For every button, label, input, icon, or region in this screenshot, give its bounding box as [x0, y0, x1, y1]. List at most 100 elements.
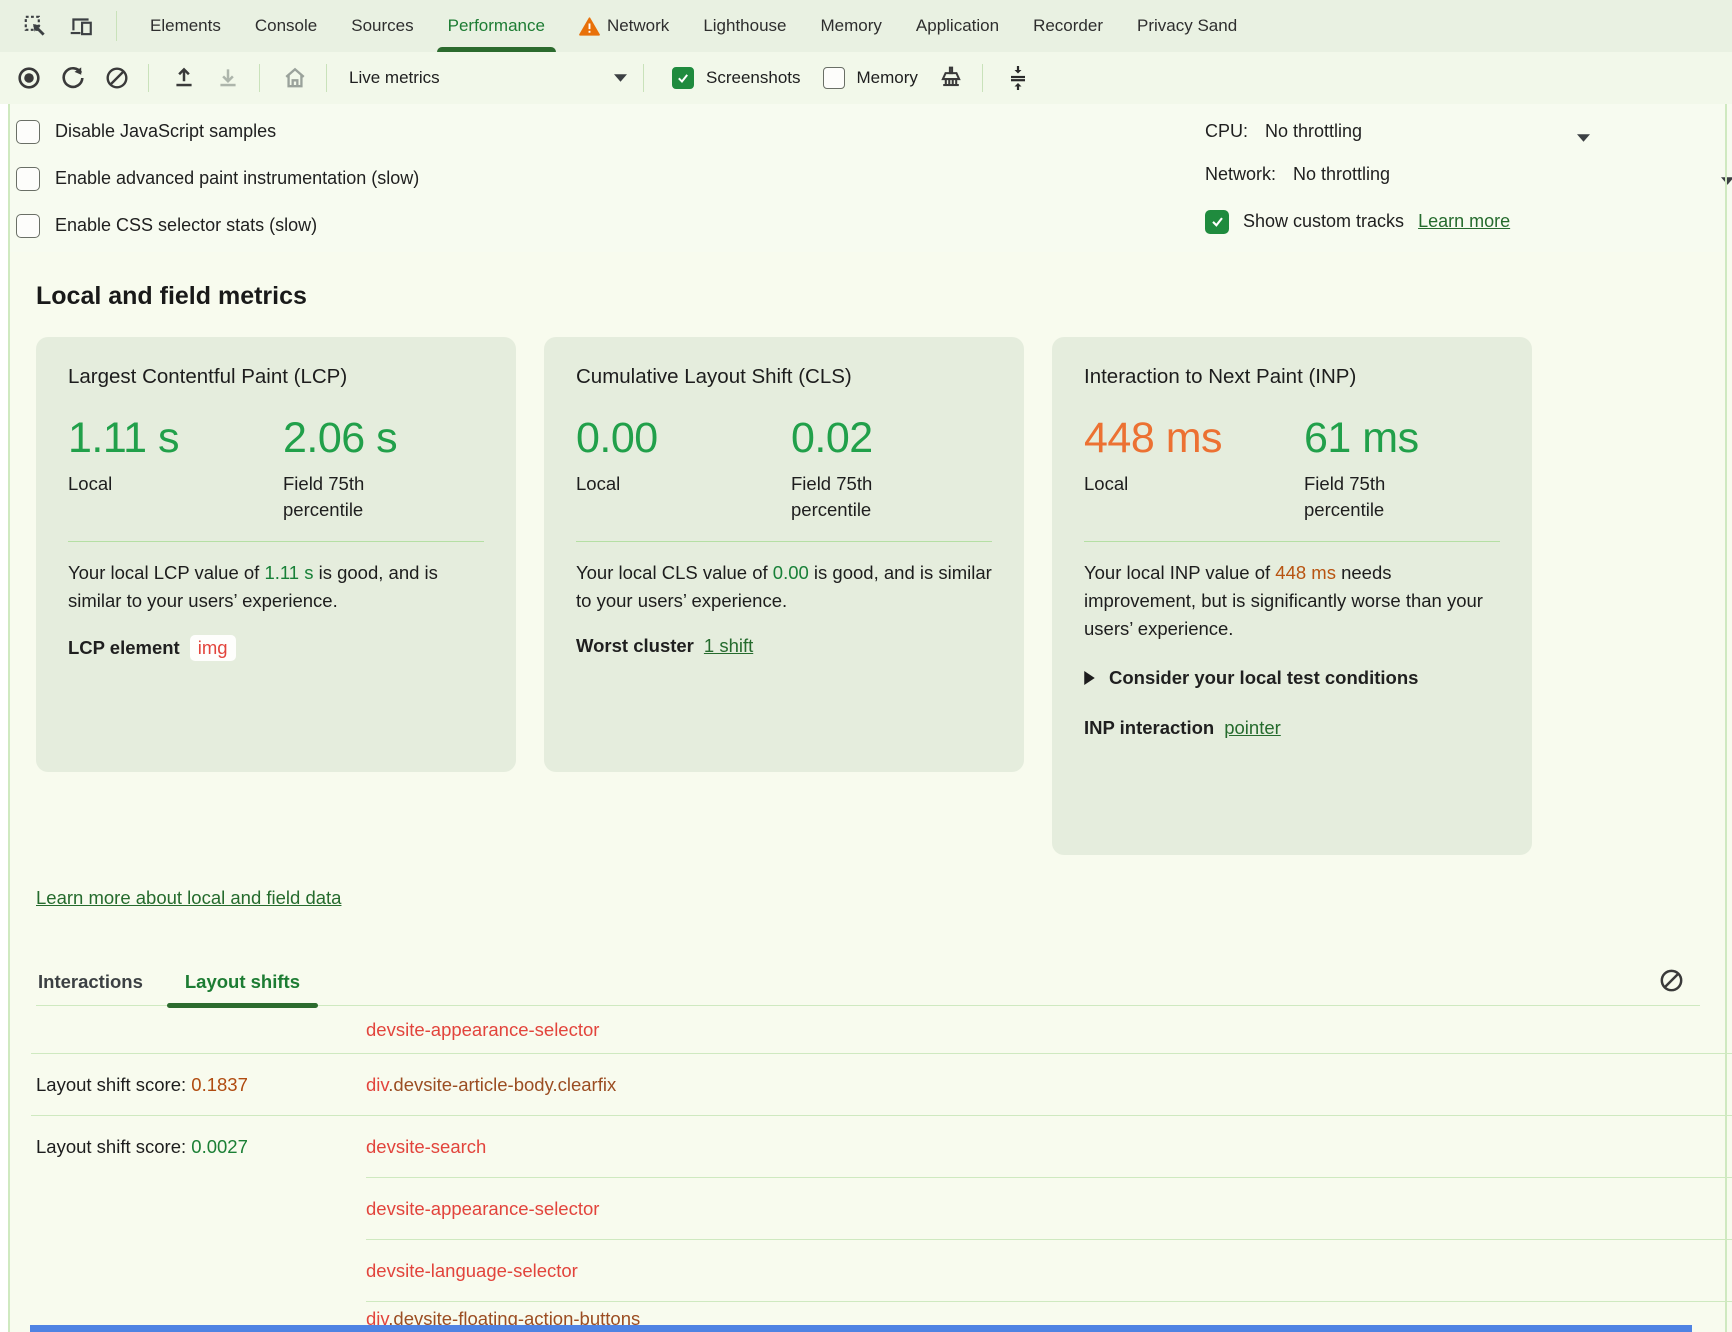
history-dropdown[interactable]: Live metrics: [349, 68, 627, 88]
element-link[interactable]: devsite-search: [366, 1136, 487, 1157]
card-title: Cumulative Layout Shift (CLS): [576, 365, 852, 388]
inp-interaction-link[interactable]: pointer: [1224, 717, 1281, 738]
devtools-tabbar: Elements Console Sources Performance Net…: [0, 0, 1732, 53]
clear-icon[interactable]: [102, 63, 132, 93]
layout-shift-row: div.devsite-floating-action-buttons: [36, 1302, 1732, 1332]
layout-shift-row: Layout shift score: 0.1837 div.devsite-a…: [31, 1054, 1732, 1116]
divider: [259, 64, 260, 92]
cpu-throttling-row: CPU: No throttling: [1205, 108, 1732, 155]
lcp-field-value: 2.06 s: [283, 414, 398, 462]
network-throttling-row: Network: No throttling: [1205, 151, 1732, 198]
inp-description: Your local INP value of 448 ms needs imp…: [1084, 562, 1483, 639]
collapse-sections-icon[interactable]: [1003, 63, 1033, 93]
tab-sources[interactable]: Sources: [351, 16, 414, 35]
check-icon: [1211, 217, 1223, 227]
element-link[interactable]: div.devsite-floating-action-buttons: [366, 1308, 641, 1329]
panel-tabs: Elements Console Sources Performance Net…: [133, 0, 1254, 52]
custom-tracks-learn-more-link[interactable]: Learn more: [1418, 211, 1511, 231]
tab-network[interactable]: Network: [562, 0, 686, 52]
divider: [981, 64, 983, 92]
panel-right-border: [1725, 104, 1727, 1332]
tab-console[interactable]: Console: [254, 16, 318, 35]
local-test-conditions-disclosure[interactable]: Consider your local test conditions: [1084, 667, 1500, 689]
worst-cluster-link[interactable]: 1 shift: [703, 635, 754, 656]
panel-left-border: [8, 104, 10, 1332]
divider: [326, 64, 327, 92]
inp-local-value: 448 ms: [1084, 414, 1223, 462]
tab-interactions[interactable]: Interactions: [38, 971, 143, 992]
cpu-throttling-select[interactable]: No throttling: [1265, 121, 1363, 141]
advanced-paint-checkbox[interactable]: [16, 166, 40, 191]
events-log: Interactions Layout shifts devsite-appea…: [31, 959, 1732, 1332]
tab-layout-shifts[interactable]: Layout shifts: [166, 959, 319, 1008]
tab-memory[interactable]: Memory: [820, 16, 882, 35]
check-icon: [678, 74, 688, 83]
cls-local-value: 0.00: [576, 414, 658, 462]
inp-field-value: 61 ms: [1304, 414, 1419, 462]
inspect-element-icon[interactable]: [20, 11, 50, 41]
layout-shift-row: Layout shift score: 0.0027 devsite-searc…: [36, 1116, 1732, 1178]
network-throttling-select[interactable]: No throttling: [1293, 164, 1391, 184]
warning-icon: [579, 16, 600, 36]
capture-settings: Disable JavaScript samples Enable advanc…: [0, 104, 1732, 253]
layout-shift-score: 0.1837: [191, 1074, 248, 1095]
log-tabs: Interactions Layout shifts: [36, 959, 1700, 1008]
screenshots-checkbox[interactable]: [672, 67, 694, 89]
divider: [116, 11, 117, 41]
setting-disable-js-samples: Disable JavaScript samples: [16, 108, 419, 155]
tab-recorder[interactable]: Recorder: [1033, 16, 1103, 35]
setting-advanced-paint: Enable advanced paint instrumentation (s…: [16, 155, 419, 202]
lcp-local-value: 1.11 s: [68, 414, 179, 462]
screenshots-toggle: Screenshots: [672, 67, 801, 89]
home-icon[interactable]: [280, 63, 310, 93]
element-link[interactable]: devsite-appearance-selector: [366, 1198, 600, 1219]
performance-toolbar: Live metrics Screenshots Memory: [0, 52, 1732, 105]
record-icon[interactable]: [14, 63, 44, 93]
disclosure-triangle-icon: [1084, 671, 1095, 685]
show-custom-tracks-checkbox[interactable]: [1205, 209, 1229, 234]
chevron-down-icon[interactable]: [1577, 126, 1590, 147]
lcp-element-link[interactable]: img: [189, 635, 236, 661]
tab-performance[interactable]: Performance: [431, 0, 562, 52]
setting-css-selector-stats: Enable CSS selector stats (slow): [16, 202, 419, 249]
show-custom-tracks-row: Show custom tracks Learn more: [1205, 198, 1732, 245]
live-metrics-view: Local and field metrics Largest Contentf…: [0, 252, 1732, 1332]
divider: [148, 64, 149, 92]
download-profile-icon[interactable]: [213, 63, 243, 93]
lcp-description: Your local LCP value of 1.11 s is good, …: [68, 562, 438, 611]
upload-profile-icon[interactable]: [169, 63, 199, 93]
cls-field-value: 0.02: [791, 414, 873, 462]
memory-checkbox[interactable]: [822, 67, 845, 89]
disable-js-samples-checkbox[interactable]: [16, 119, 40, 144]
reload-record-icon[interactable]: [58, 63, 88, 93]
local-field-data-learn-more-link[interactable]: Learn more about local and field data: [36, 887, 342, 908]
selection-indicator: [30, 1325, 1692, 1332]
clear-log-icon[interactable]: [1656, 965, 1686, 995]
lcp-card: Largest Contentful Paint (LCP) 1.11 s Lo…: [36, 337, 516, 772]
layout-shift-row: devsite-appearance-selector: [31, 1006, 1732, 1054]
metric-cards: Largest Contentful Paint (LCP) 1.11 s Lo…: [36, 337, 1732, 855]
layout-shift-score: 0.0027: [191, 1136, 248, 1157]
tab-lighthouse[interactable]: Lighthouse: [703, 16, 787, 35]
cls-card: Cumulative Layout Shift (CLS) 0.00 Local…: [544, 337, 1024, 772]
page-title: Local and field metrics: [36, 282, 307, 310]
inp-card: Interaction to Next Paint (INP) 448 ms L…: [1052, 337, 1532, 855]
device-toolbar-icon[interactable]: [66, 11, 96, 41]
layout-shift-row: devsite-appearance-selector: [36, 1178, 1732, 1240]
element-link[interactable]: devsite-language-selector: [366, 1260, 578, 1281]
element-link[interactable]: devsite-appearance-selector: [366, 1019, 600, 1040]
card-title: Interaction to Next Paint (INP): [1084, 365, 1357, 388]
memory-toggle: Memory: [822, 67, 918, 89]
divider: [643, 64, 644, 92]
layout-shift-row: devsite-language-selector: [36, 1240, 1732, 1302]
cls-description: Your local CLS value of 0.00 is good, an…: [576, 562, 992, 611]
tab-privacy-sandbox[interactable]: Privacy Sand: [1137, 16, 1238, 35]
css-selector-stats-checkbox[interactable]: [16, 213, 40, 238]
garbage-collect-icon[interactable]: [936, 63, 966, 93]
element-link[interactable]: div.devsite-article-body.clearfix: [366, 1074, 617, 1095]
card-title: Largest Contentful Paint (LCP): [68, 365, 348, 388]
tab-application[interactable]: Application: [915, 16, 1000, 35]
tab-elements[interactable]: Elements: [150, 16, 221, 35]
chevron-down-icon: [614, 74, 627, 82]
